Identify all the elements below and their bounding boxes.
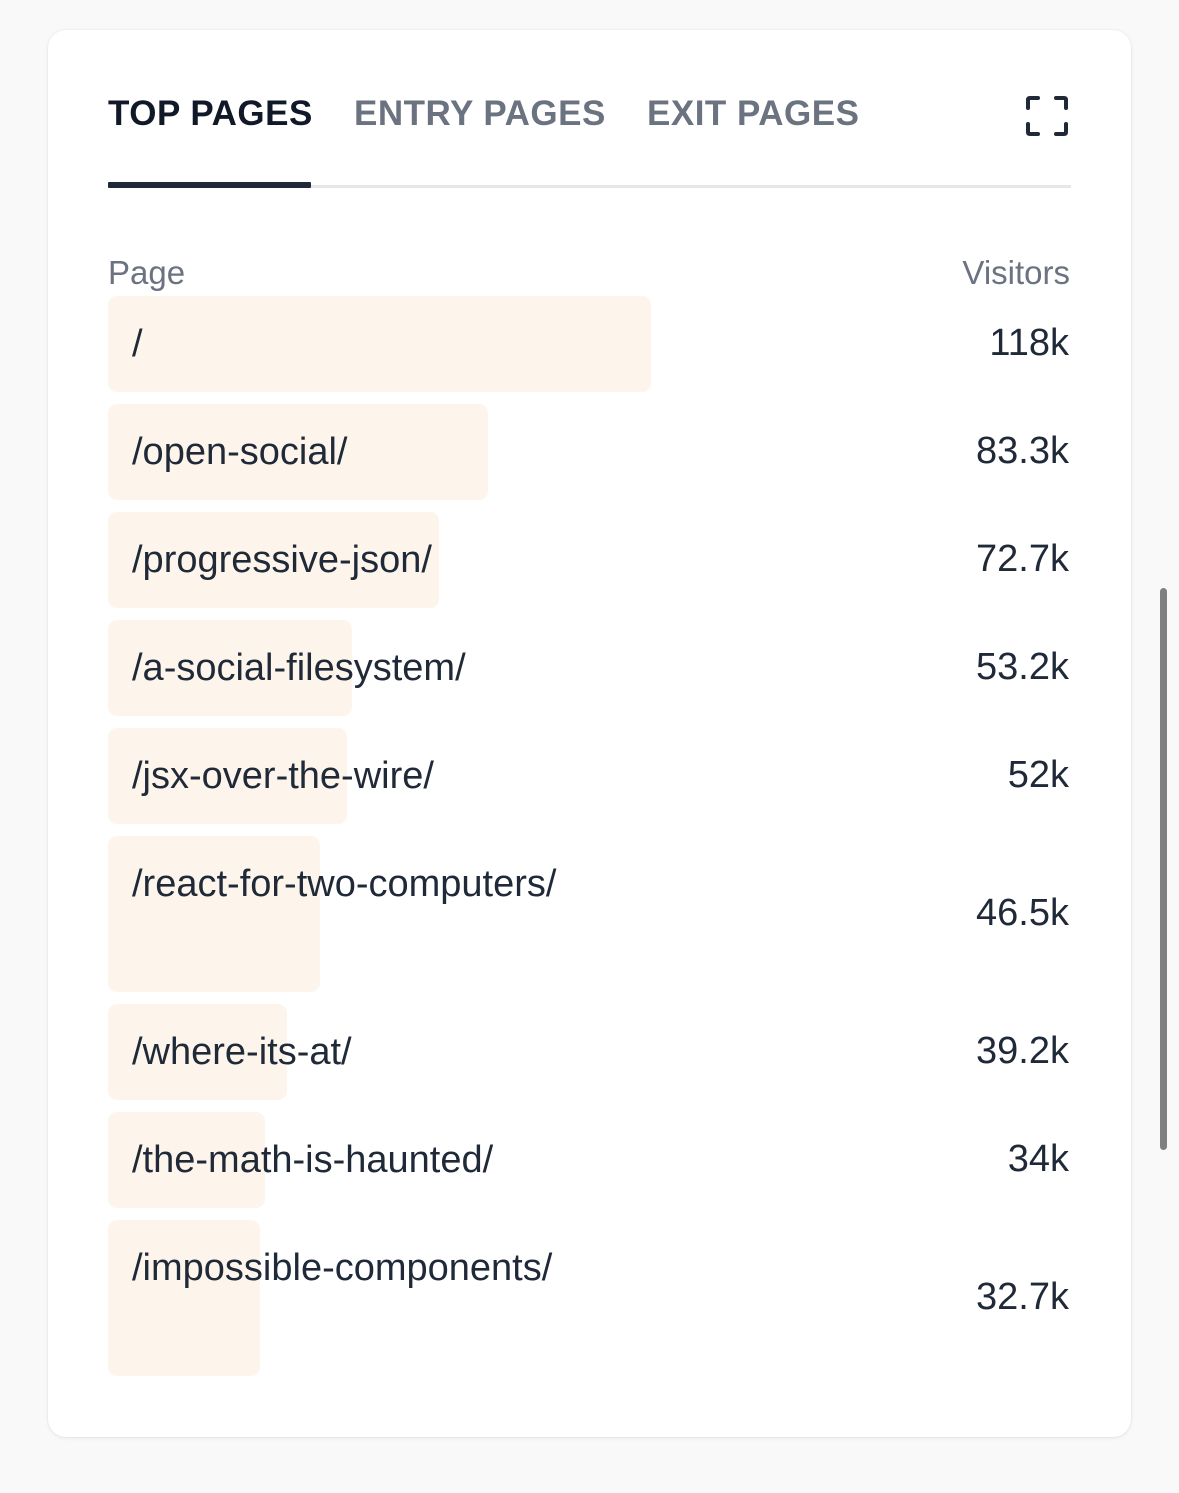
tab-exit-pages[interactable]: EXIT PAGES [647, 94, 860, 133]
visitor-bar [108, 836, 320, 992]
active-tab-indicator [108, 182, 311, 188]
tab-top-pages[interactable]: TOP PAGES [108, 94, 313, 133]
page-path[interactable]: /open-social/ [132, 431, 348, 473]
top-pages-card: TOP PAGES ENTRY PAGES EXIT PAGES Page Vi… [48, 30, 1131, 1437]
list-item[interactable]: /a-social-filesystem/53.2k [108, 620, 1071, 716]
visitor-count: 32.7k [976, 1276, 1069, 1318]
visitor-bar [108, 1004, 287, 1100]
page-path[interactable]: /progressive-json/ [132, 539, 432, 581]
list-item[interactable]: /progressive-json/72.7k [108, 512, 1071, 608]
expand-icon[interactable] [1026, 96, 1068, 136]
visitor-count: 72.7k [976, 538, 1069, 580]
visitor-bar [108, 512, 439, 608]
visitor-bar [108, 620, 352, 716]
page-path[interactable]: / [132, 323, 143, 365]
list-item[interactable]: /jsx-over-the-wire/52k [108, 728, 1071, 824]
visitor-count: 53.2k [976, 646, 1069, 688]
list-item[interactable]: / 118k [108, 296, 1071, 392]
scrollbar[interactable] [1160, 588, 1167, 1150]
visitor-bar [108, 1112, 265, 1208]
visitor-bar [108, 296, 651, 392]
page-path[interactable]: /impossible-components/ [132, 1247, 553, 1289]
visitor-count: 39.2k [976, 1030, 1069, 1072]
visitor-bar [108, 728, 347, 824]
visitor-count: 34k [1007, 1138, 1069, 1180]
page-path[interactable]: /where-its-at/ [132, 1031, 352, 1073]
list-item[interactable]: /react-for-two-computers/46.5k [108, 836, 1071, 992]
list-item[interactable]: /impossible-components/32.7k [108, 1220, 1071, 1376]
page-path[interactable]: /react-for-two-computers/ [132, 863, 557, 905]
list-item[interactable]: /where-its-at/39.2k [108, 1004, 1071, 1100]
visitor-count: 52k [1007, 754, 1069, 796]
visitor-count: 46.5k [976, 892, 1069, 934]
page-path[interactable]: /a-social-filesystem/ [132, 647, 466, 689]
column-header-page: Page [108, 254, 186, 291]
visitor-bar [108, 1220, 260, 1376]
page-path[interactable]: /the-math-is-haunted/ [132, 1139, 494, 1181]
tab-bar: TOP PAGES ENTRY PAGES EXIT PAGES [108, 30, 1071, 188]
tab-entry-pages[interactable]: ENTRY PAGES [354, 94, 606, 133]
visitor-bar [108, 404, 488, 500]
column-header-visitors: Visitors [962, 254, 1070, 291]
list-item[interactable]: /the-math-is-haunted/34k [108, 1112, 1071, 1208]
page-path[interactable]: /jsx-over-the-wire/ [132, 755, 434, 797]
visitor-count: 83.3k [976, 430, 1069, 472]
list-item[interactable]: /open-social/83.3k [108, 404, 1071, 500]
visitor-count: 118k [989, 322, 1069, 364]
